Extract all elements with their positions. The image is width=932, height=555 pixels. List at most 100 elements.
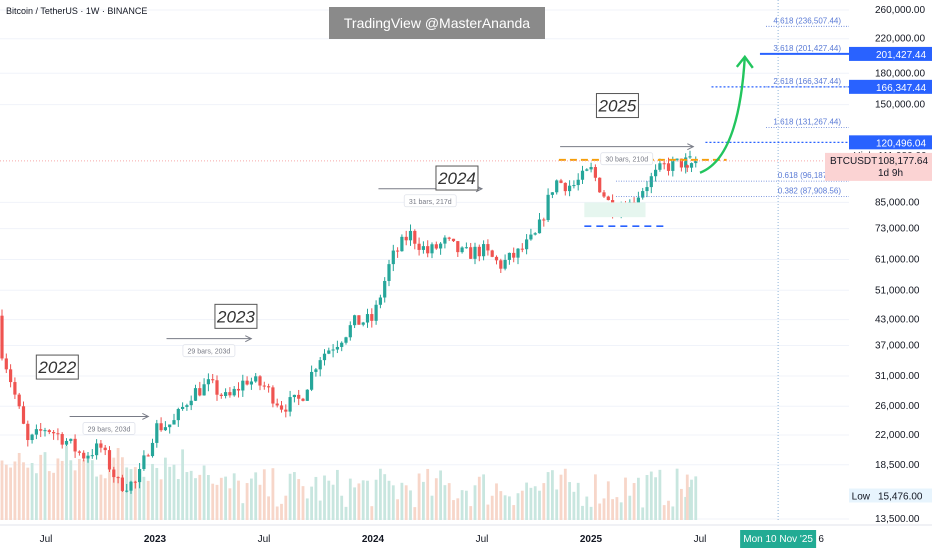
year-label: 2024 (437, 169, 476, 188)
candle-body (241, 380, 245, 391)
volume-bar (133, 467, 137, 520)
volume-bar (202, 465, 206, 520)
volume-bar (374, 479, 378, 520)
volume-bar (211, 483, 215, 520)
candle-body (327, 350, 331, 354)
candle-body (426, 246, 430, 254)
volume-bar (581, 505, 584, 520)
candle-body (391, 250, 395, 265)
volume-bar (685, 474, 689, 520)
volume-bar (13, 461, 17, 520)
volume-bar (658, 469, 662, 520)
candle-body (310, 371, 314, 390)
x-tick-label: Jul (476, 534, 489, 545)
volume-bar (151, 463, 154, 520)
volume-bar (181, 449, 184, 520)
candle-body (39, 429, 43, 431)
volume-bar (82, 460, 86, 520)
x-tick-label: Jul (258, 534, 271, 545)
volume-bar (477, 476, 481, 520)
volume-bar (125, 467, 129, 520)
volume-bar (422, 481, 425, 520)
y-tick-label: 61,000.00 (875, 254, 920, 265)
volume-bar (284, 495, 288, 520)
year-box (595, 93, 639, 119)
volume-bar (9, 467, 12, 520)
candle-body (168, 424, 172, 428)
candle-body (288, 397, 292, 412)
current-price: 108,177.64 (878, 156, 928, 167)
support-zone (584, 202, 646, 218)
candle-body (654, 169, 658, 177)
volume-bar (305, 498, 309, 520)
range-arrowhead (687, 143, 695, 151)
volume-bar (271, 468, 275, 520)
candle-body (598, 177, 602, 193)
candle-body (344, 337, 348, 343)
candle-body (185, 405, 189, 407)
candle-body (112, 469, 116, 478)
range-arrowhead (142, 412, 150, 420)
volume-bar (232, 473, 236, 520)
volume-bar (198, 474, 202, 520)
volume-bar (336, 469, 339, 520)
candle-body (163, 427, 167, 431)
projection-arrow (699, 56, 747, 174)
volume-bar (508, 496, 511, 520)
volume-bar (318, 500, 322, 520)
candle-body (103, 447, 107, 451)
y-tick-label: 37,000.00 (875, 341, 920, 352)
y-tick-label: 260,000.00 (875, 5, 925, 16)
candle-body (439, 243, 443, 249)
candle-body (396, 250, 400, 252)
candle-body (129, 481, 133, 491)
candle-body (593, 167, 597, 178)
volume-bar (361, 480, 365, 520)
volume-bar (250, 478, 253, 520)
volume-bar (99, 474, 103, 520)
volume-bar (512, 505, 516, 520)
volume-bar (340, 495, 344, 520)
x-tick-label: Jul (694, 534, 707, 545)
volume-bar (645, 474, 649, 520)
volume-bar (108, 469, 111, 520)
x-tick-label: 2024 (362, 534, 385, 545)
candle-body (679, 158, 683, 168)
fib-label: 0.618 (96,187.44) (778, 171, 841, 180)
candle-body (482, 244, 486, 257)
volume-bar (426, 468, 430, 520)
y-tick-label: 73,000.00 (875, 224, 920, 235)
volume-bar (164, 457, 167, 520)
candle-body (155, 423, 159, 443)
volume-bar (103, 478, 107, 520)
volume-bar (413, 507, 417, 520)
volume-bar (280, 503, 283, 520)
volume-bar (615, 497, 619, 520)
candle-body (82, 452, 86, 459)
candle-body (520, 248, 524, 250)
candle-body (211, 379, 215, 381)
volume-bar (172, 464, 176, 520)
candle-body (215, 380, 219, 395)
candle-body (275, 403, 279, 406)
y-tick-label: 18,500.00 (875, 460, 920, 471)
volume-bar (486, 504, 490, 520)
candle-body (322, 353, 327, 361)
price-badge (849, 135, 932, 150)
volume-bar (22, 462, 25, 520)
candle-body (30, 434, 34, 441)
volume-bar (129, 469, 133, 520)
volume-bar (516, 493, 520, 520)
volume-bar (671, 506, 675, 520)
volume-bar (215, 484, 219, 520)
candle-body (546, 194, 550, 221)
volume-bar (400, 482, 404, 520)
price-badge (849, 79, 932, 94)
volume-bar (176, 479, 180, 520)
fib-label: 4.618 (236,507.44) (773, 16, 841, 25)
candle-body (658, 163, 662, 170)
candle-body (645, 187, 649, 192)
volume-bar (331, 484, 335, 520)
volume-bar (404, 485, 408, 520)
